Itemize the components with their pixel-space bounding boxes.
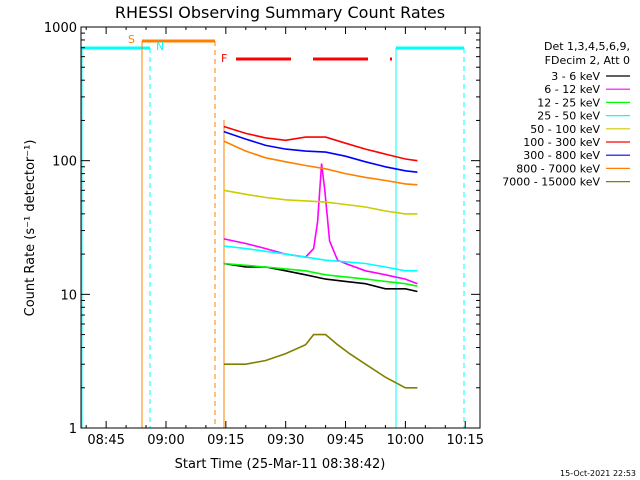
state-bars <box>81 39 465 428</box>
legend-label: 3 - 6 keV <box>551 70 600 83</box>
series-line-300-800-kev <box>223 130 418 173</box>
series-line-50-100-kev <box>223 189 418 215</box>
y-axis-label: Count Rate (s⁻¹ detector⁻¹) <box>23 140 38 317</box>
legend-label: 300 - 800 keV <box>523 149 600 162</box>
legend-label: 6 - 12 keV <box>544 83 600 96</box>
footer-timestamp: 15-Oct-2021 22:53 <box>560 469 636 478</box>
series-line-800-7000-kev <box>223 140 418 186</box>
y-tick-label: 10 <box>60 288 77 303</box>
annotation-n: N <box>156 40 164 53</box>
x-tick-label: 10:15 <box>447 433 484 448</box>
series-line-12-25-kev <box>223 262 418 287</box>
legend-label: 100 - 300 keV <box>523 136 600 149</box>
x-tick-label: 09:45 <box>327 433 364 448</box>
annotation-f: F <box>221 52 227 65</box>
series-line-100-300-kev <box>223 125 418 162</box>
x-axis-label: Start Time (25-Mar-11 08:38:42) <box>175 457 386 472</box>
axes: 08:45 09:00 09:15 09:30 09:45 10:00 10:15 1 10 10… <box>44 21 484 448</box>
legend-label: 12 - 25 keV <box>537 96 600 109</box>
series-line-6-12-kev <box>223 163 418 285</box>
series-line-7000-15000-kev <box>223 333 418 389</box>
series-layer <box>223 125 418 389</box>
x-tick-label: 10:00 <box>387 433 424 448</box>
legend-label: 25 - 50 keV <box>537 110 600 123</box>
x-tick-label: 08:45 <box>87 433 124 448</box>
legend-header-1: Det 1,3,4,5,6,9, <box>544 40 630 53</box>
annotation-s: S <box>128 33 135 46</box>
legend-label: 50 - 100 keV <box>530 123 600 136</box>
x-tick-label: 09:00 <box>147 433 184 448</box>
legend-label: 800 - 7000 keV <box>516 162 600 175</box>
legend-header-2: FDecim 2, Att 0 <box>545 54 630 67</box>
y-tick-label: 1 <box>69 422 77 437</box>
series-line-25-50-kev <box>223 245 418 272</box>
y-tick-label: 1000 <box>44 21 77 36</box>
plot-frame <box>80 26 481 429</box>
x-tick-label: 09:15 <box>207 433 244 448</box>
legend-label: 7000 - 15000 keV <box>502 176 600 189</box>
y-tick-label: 100 <box>52 155 77 170</box>
x-tick-label: 09:30 <box>267 433 304 448</box>
chart-title: RHESSI Observing Summary Count Rates <box>115 3 445 22</box>
